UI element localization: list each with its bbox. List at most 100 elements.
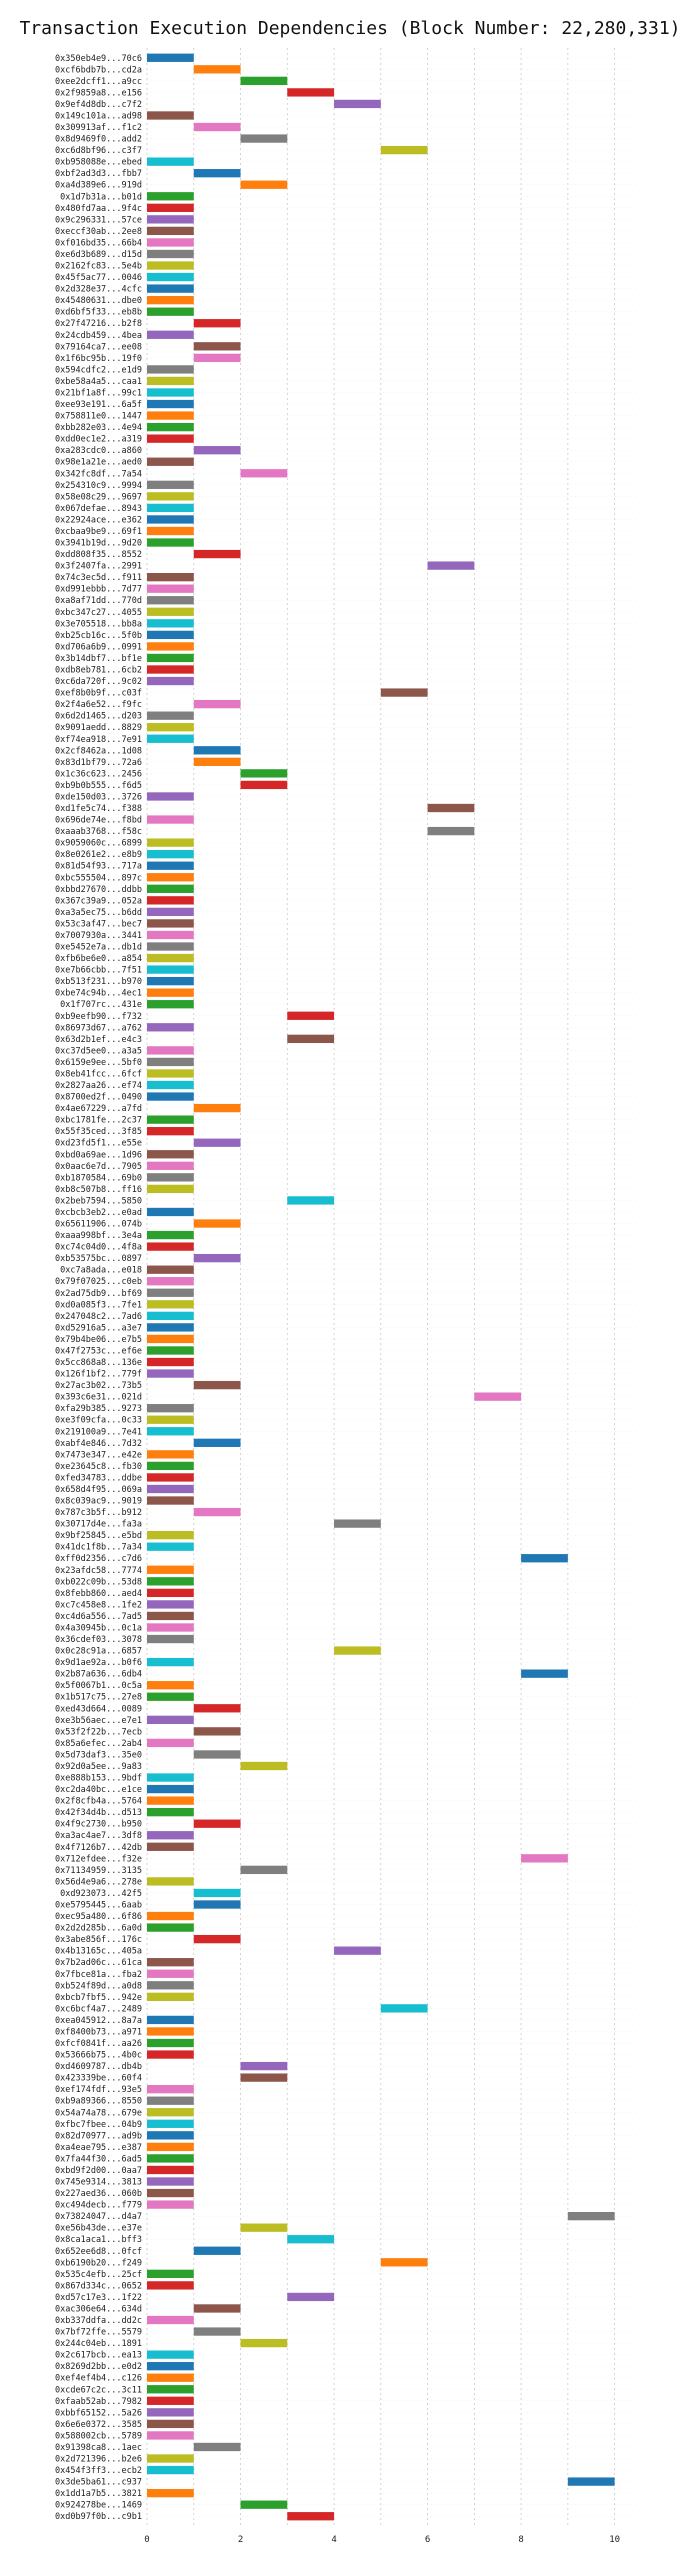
transaction-bar <box>147 838 194 847</box>
transaction-label: 0x86973d67...a762 <box>55 1023 142 1033</box>
transaction-bar <box>147 1000 194 1009</box>
transaction-label: 0x73824047...d4a7 <box>55 2212 142 2222</box>
transaction-bar <box>147 215 194 224</box>
transaction-bar <box>147 1681 194 1690</box>
transaction-bar <box>240 2061 288 2071</box>
transaction-label: 0x45f5ac77...0046 <box>55 273 142 283</box>
transaction-label: 0xbbd27670...ddbb <box>55 885 142 895</box>
transaction-bar <box>147 1288 194 1297</box>
transaction-label: 0xef8b0b9f...c03f <box>55 689 142 699</box>
transaction-label: 0xb6190b20...f249 <box>55 2258 142 2268</box>
transaction-bar <box>147 307 194 316</box>
transaction-label: 0xff0d2356...c7d6 <box>55 1554 142 1564</box>
transaction-bar <box>147 1773 194 1782</box>
transaction-bar <box>147 1300 194 1309</box>
transaction-label: 0x98e1a21e...aed0 <box>55 458 142 468</box>
transaction-label: 0x79f07025...c0eb <box>55 1277 142 1287</box>
transaction-bar <box>147 1115 194 1124</box>
transaction-label: 0x696de74e...f8bd <box>55 816 142 826</box>
transaction-label: 0xec95a480...6f86 <box>55 1912 142 1922</box>
transaction-label: 0x2ad75db9...bf69 <box>55 1289 142 1299</box>
transaction-label: 0x745e9314...3813 <box>55 2178 142 2188</box>
transaction-bar <box>287 2512 335 2521</box>
transaction-bar <box>427 803 475 813</box>
transaction-bar <box>147 1623 194 1632</box>
transaction-bar <box>287 1034 335 1044</box>
transaction-label: 0x8269d2bb...e0d2 <box>55 2362 142 2372</box>
transaction-bar <box>147 272 194 282</box>
transaction-label: 0xe3f09cfa...0c33 <box>55 1416 142 1426</box>
transaction-label: 0x45480631...dbe0 <box>55 296 142 306</box>
transaction-bar <box>147 1461 194 1471</box>
transaction-label: 0x5cc868a8...136e <box>55 1358 142 1368</box>
transaction-label: 0xf74ea918...7e91 <box>55 735 142 745</box>
transaction-bar <box>427 561 475 570</box>
transaction-label: 0x2beb7594...5850 <box>55 1196 142 1206</box>
transaction-label: 0xc2da40bc...e1ce <box>55 1785 142 1795</box>
transaction-label: 0x3abe856f...176c <box>55 1935 142 1945</box>
transaction-bar <box>147 1230 194 1240</box>
transaction-bar <box>147 434 194 443</box>
transaction-bar <box>147 2465 194 2475</box>
transaction-label: 0x2cf8462a...1d08 <box>55 746 142 756</box>
transaction-label: 0xdd808f35...8552 <box>55 550 142 560</box>
transaction-bar <box>193 319 241 328</box>
transaction-bar <box>147 2315 194 2325</box>
transaction-label: 0x342fc8df...7a54 <box>55 469 142 479</box>
transaction-label: 0x53666b75...4b0c <box>55 2051 142 2061</box>
transaction-label: 0x8eb41fcc...6fcf <box>55 1069 142 1079</box>
transaction-bar <box>147 295 194 305</box>
transaction-label: 0xfcf0841f...aa26 <box>55 2039 142 2049</box>
transaction-bar <box>193 2304 241 2313</box>
transaction-bar <box>147 792 194 801</box>
transaction-label: 0xc7a8ada...e018 <box>60 1266 142 1276</box>
transaction-label: 0xe888b153...9bdf <box>55 1774 142 1784</box>
transaction-label: 0x712efdee...f32e <box>55 1854 142 1864</box>
transaction-label: 0xa4eae795...e387 <box>55 2143 142 2153</box>
transaction-label: 0x9bf25845...e5bd <box>55 1531 142 1541</box>
transaction-bar <box>147 1150 194 1159</box>
transaction-label: 0xd706a6b9...0991 <box>55 642 142 652</box>
transaction-label: 0x2d2d285b...6a0d <box>55 1924 142 1934</box>
transaction-bar <box>240 1761 288 1771</box>
transaction-bar <box>147 1265 194 1274</box>
transaction-label: 0xbb282e03...4e94 <box>55 423 142 433</box>
transaction-bar <box>147 1738 194 1748</box>
transaction-label: 0x22924ace...e362 <box>55 515 142 525</box>
transaction-label: 0x2f9859a8...e156 <box>55 88 142 98</box>
transaction-bar <box>147 1450 194 1459</box>
transaction-label: 0x7473e347...e42e <box>55 1450 142 1460</box>
transaction-bar <box>147 1611 194 1621</box>
transaction-label: 0x4ae67229...a7fd <box>55 1104 142 1114</box>
transaction-bar <box>147 873 194 882</box>
transaction-label: 0xa8af71dd...770d <box>55 596 142 606</box>
transaction-bar <box>147 2408 194 2417</box>
transaction-label: 0xb958088e...ebed <box>55 158 142 168</box>
x-tick-label: 8 <box>518 2535 523 2545</box>
transaction-bar <box>147 1600 194 1609</box>
transaction-bar <box>240 2500 288 2509</box>
transaction-bar <box>147 1311 194 1321</box>
transaction-bar <box>193 1888 241 1898</box>
transaction-bar <box>147 1969 194 1978</box>
transaction-bar <box>147 2154 194 2163</box>
transaction-label: 0x82d70977...ad9b <box>55 2131 142 2141</box>
transaction-bar <box>147 676 194 686</box>
transaction-bar <box>147 226 194 236</box>
transaction-bar <box>147 1080 194 1090</box>
transaction-label: 0x2f4a6e52...f9fc <box>55 700 142 710</box>
transaction-bar <box>287 1196 335 1205</box>
transaction-bar <box>147 249 194 259</box>
transaction-label: 0x4b13165c...405a <box>55 1947 142 1957</box>
transaction-label: 0x36cdef03...3078 <box>55 1635 142 1645</box>
transaction-bar <box>147 942 194 951</box>
transaction-bar <box>147 953 194 963</box>
transaction-bar <box>240 180 288 189</box>
transaction-bar <box>193 1934 241 1944</box>
transaction-bar <box>147 1092 194 1101</box>
transaction-bar <box>147 2281 194 2290</box>
transaction-label: 0x7b2ad06c...61ca <box>55 1958 142 1968</box>
transaction-label: 0xdd0ec1e2...a319 <box>55 435 142 445</box>
transaction-label: 0x3f2407fa...2991 <box>55 562 142 572</box>
transaction-label: 0xdb8eb781...6cb2 <box>55 666 142 676</box>
